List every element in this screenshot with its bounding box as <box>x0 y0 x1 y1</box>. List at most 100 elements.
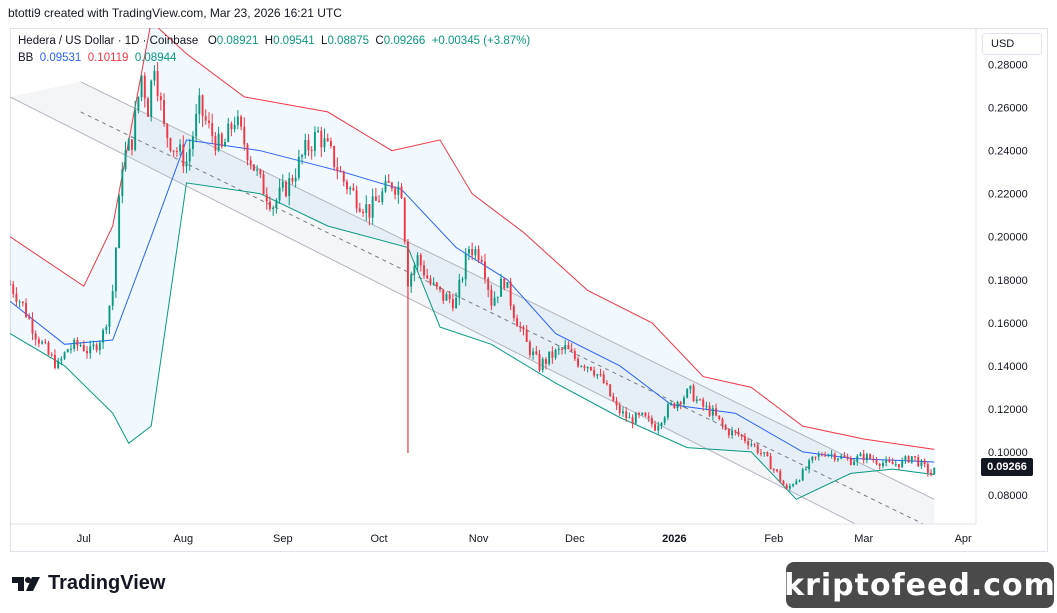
open-label: O <box>207 35 217 47</box>
candle-body <box>172 150 175 152</box>
candle-body <box>451 299 454 309</box>
candle-body <box>711 408 714 416</box>
candle-body <box>477 249 480 260</box>
candle-body <box>644 412 647 417</box>
candle-body <box>124 150 127 170</box>
candle-body <box>615 400 618 406</box>
candle-body <box>737 431 740 435</box>
candle-body <box>166 123 169 139</box>
candle-body <box>455 297 458 309</box>
candle-body <box>53 354 56 369</box>
candle-body <box>208 120 210 124</box>
candle-body <box>240 116 243 127</box>
candle-body <box>837 458 839 460</box>
candle-body <box>638 413 640 415</box>
candle-body <box>259 169 262 175</box>
currency-selector[interactable]: USD <box>982 33 1042 55</box>
candle-body <box>898 464 900 468</box>
y-tick-label: 0.18000 <box>988 275 1028 287</box>
candle-body <box>930 472 933 475</box>
candle-body <box>612 396 615 401</box>
candle-body <box>795 481 798 485</box>
candle-body <box>86 350 88 354</box>
tradingview-logo[interactable]: TradingView <box>12 572 165 595</box>
candle-body <box>756 445 759 453</box>
close-label: C <box>375 35 384 47</box>
y-tick-label: 0.16000 <box>988 318 1028 330</box>
candle-body <box>548 351 551 364</box>
candle-body <box>628 417 631 419</box>
candle-body <box>265 194 268 202</box>
candle-body <box>715 408 718 416</box>
candle-body <box>657 425 660 431</box>
candle-body <box>567 345 570 350</box>
candle-body <box>467 249 470 254</box>
candle-body <box>66 349 69 353</box>
bollinger-upper-line <box>10 28 935 450</box>
candle-body <box>195 114 198 137</box>
candle-body <box>471 249 474 256</box>
candle-body <box>853 461 856 465</box>
candle-body <box>201 95 204 117</box>
chart-attribution: btotti9 created with TradingView.com, Ma… <box>8 6 342 20</box>
y-tick-label: 0.24000 <box>988 146 1028 158</box>
candle-body <box>281 181 284 188</box>
candle-body <box>246 144 249 161</box>
candle-body <box>262 174 265 195</box>
symbol-legend[interactable]: Hedera / US Dollar · 1D · Coinbase O0.08… <box>18 35 530 47</box>
chart-frame <box>10 28 1048 552</box>
candle-body <box>904 456 907 461</box>
candle-body <box>926 464 929 473</box>
candle-body <box>191 136 194 149</box>
candle-body <box>121 169 124 197</box>
candle-body <box>692 385 695 402</box>
candle-body <box>727 429 730 436</box>
candle-body <box>695 399 698 402</box>
candle-body <box>798 480 801 482</box>
candle-body <box>378 200 381 203</box>
candle-body <box>702 399 705 407</box>
candle-body <box>808 460 811 470</box>
candle-body <box>512 305 515 319</box>
candle-body <box>211 123 214 136</box>
y-tick-label: 0.22000 <box>988 189 1028 201</box>
candle-body <box>326 138 329 142</box>
candle-body <box>285 181 287 197</box>
candle-body <box>220 133 223 147</box>
candle-body <box>570 349 573 352</box>
candle-body <box>143 75 146 99</box>
candle-body <box>862 453 865 460</box>
candle-body <box>535 351 538 355</box>
candle-body <box>98 342 101 351</box>
candle-body <box>878 463 881 467</box>
candle-body <box>140 75 143 98</box>
candle-body <box>480 259 483 262</box>
candle-body <box>227 123 230 142</box>
candle-body <box>243 126 246 145</box>
candle-body <box>689 385 692 390</box>
candle-body <box>631 417 634 424</box>
candle-body <box>817 454 820 457</box>
candle-body <box>679 402 682 405</box>
candle-body <box>782 480 785 486</box>
candle-body <box>833 453 836 460</box>
candle-body <box>134 110 137 150</box>
candle-body <box>654 424 657 431</box>
candle-body <box>182 144 185 167</box>
candle-body <box>275 200 278 208</box>
candle-body <box>150 80 153 117</box>
candle-body <box>605 383 608 385</box>
candle-body <box>785 485 788 489</box>
price-chart[interactable]: 0.08000 0.10000 0.12000 0.14000 0.16000 0.180… <box>10 28 1048 552</box>
candle-body <box>63 352 66 359</box>
candle-body <box>297 156 300 178</box>
bollinger-legend[interactable]: BB 0.09531 0.10119 0.08944 <box>18 52 176 64</box>
candle-body <box>147 98 149 117</box>
candle-body <box>920 460 923 467</box>
candle-body <box>554 349 557 358</box>
candle-body <box>429 278 432 285</box>
candle-body <box>528 341 531 355</box>
candle-body <box>670 403 673 405</box>
candle-body <box>102 330 105 343</box>
candle-body <box>622 411 624 414</box>
